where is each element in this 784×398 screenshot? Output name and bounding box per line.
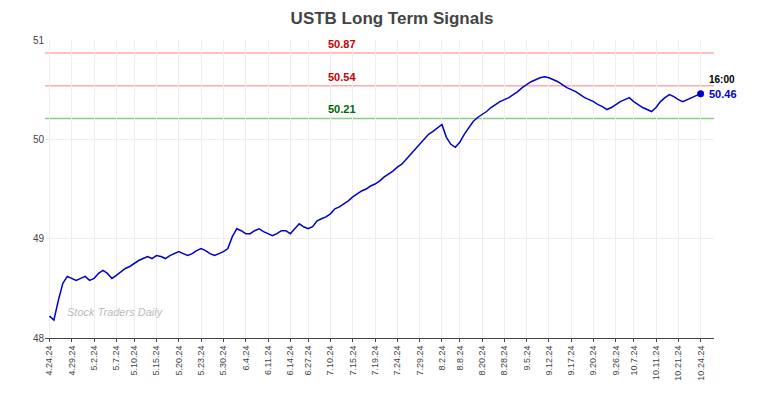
svg-text:50.46: 50.46: [709, 88, 737, 100]
svg-text:8.2.24: 8.2.24: [437, 346, 447, 371]
svg-text:6.11.24: 6.11.24: [263, 346, 273, 375]
svg-text:7.10.24: 7.10.24: [325, 346, 335, 376]
svg-text:Stock Traders Daily: Stock Traders Daily: [67, 306, 164, 318]
svg-text:7.15.24: 7.15.24: [348, 346, 358, 376]
svg-text:6.14.24: 6.14.24: [285, 346, 295, 376]
svg-text:5.23.24: 5.23.24: [196, 346, 206, 376]
svg-text:8.28.24: 8.28.24: [499, 346, 509, 376]
svg-text:51: 51: [33, 35, 45, 46]
svg-text:10.24.24: 10.24.24: [696, 346, 706, 381]
svg-text:50.87: 50.87: [328, 38, 356, 50]
svg-text:5.2.24: 5.2.24: [89, 346, 99, 371]
svg-text:7.24.24: 7.24.24: [392, 346, 402, 376]
svg-text:5.20.24: 5.20.24: [174, 346, 184, 376]
svg-text:7.29.24: 7.29.24: [415, 346, 425, 376]
svg-text:4.29.24: 4.29.24: [67, 346, 77, 376]
svg-text:9.12.24: 9.12.24: [544, 346, 554, 376]
svg-text:5.30.24: 5.30.24: [218, 346, 228, 376]
svg-text:7.19.24: 7.19.24: [370, 346, 380, 376]
svg-text:8.20.24: 8.20.24: [477, 346, 487, 376]
svg-text:USTB Long Term Signals: USTB Long Term Signals: [291, 9, 494, 28]
svg-text:5.7.24: 5.7.24: [111, 346, 121, 371]
svg-text:4.24.24: 4.24.24: [44, 346, 54, 376]
svg-text:50: 50: [33, 134, 45, 145]
svg-text:9.26.24: 9.26.24: [611, 346, 621, 376]
svg-text:48: 48: [33, 333, 45, 344]
svg-text:5.15.24: 5.15.24: [151, 346, 161, 376]
svg-text:10.11.24: 10.11.24: [651, 346, 661, 380]
svg-text:10.7.24: 10.7.24: [629, 346, 639, 376]
svg-text:9.5.24: 9.5.24: [522, 346, 532, 371]
svg-text:9.17.24: 9.17.24: [566, 346, 576, 376]
svg-text:8.8.24: 8.8.24: [455, 346, 465, 371]
svg-text:49: 49: [33, 233, 45, 244]
svg-text:5.10.24: 5.10.24: [129, 346, 139, 376]
svg-text:50.54: 50.54: [328, 71, 356, 83]
svg-text:10.21.24: 10.21.24: [673, 346, 683, 381]
svg-text:6.27.24: 6.27.24: [303, 346, 313, 376]
svg-text:50.21: 50.21: [328, 103, 356, 115]
svg-text:16:00: 16:00: [709, 74, 735, 85]
svg-text:9.20.24: 9.20.24: [589, 346, 599, 376]
svg-text:6.4.24: 6.4.24: [241, 346, 251, 371]
